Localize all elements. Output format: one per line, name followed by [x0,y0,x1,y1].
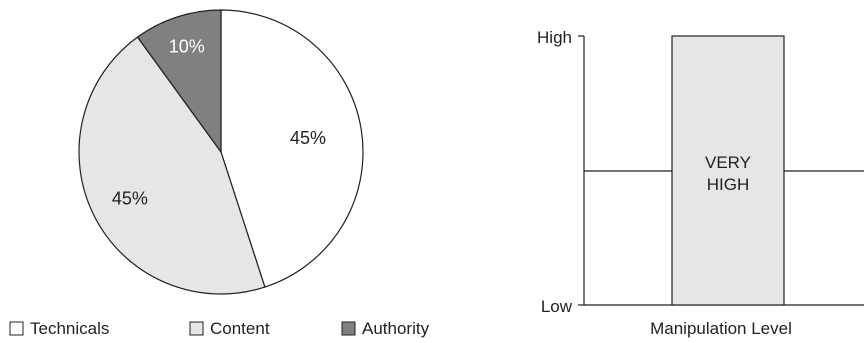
x-axis-label: Manipulation Level [650,319,792,338]
y-tick-label-high: High [537,28,572,47]
bar-label-line-2: HIGH [707,175,750,194]
legend-label-technicals: Technicals [30,319,109,338]
pie-label-authority: 10% [169,37,205,57]
legend-swatch-technicals [9,321,24,336]
legend-swatch-authority [341,321,356,336]
pie-slice-content [78,36,266,295]
legend-label-authority: Authority [362,319,430,338]
pie-legend: Technicals Content Authority [9,319,430,338]
legend-swatch-content [189,321,204,336]
pie-label-content: 45% [112,188,148,208]
bar-label-line-1: VERY [705,153,751,172]
bar-manipulation-level [671,35,785,306]
pie-slice-technicals [220,9,364,288]
pie-slice-authority [136,9,222,154]
bar-chart: High Low VERY HIGH Manipulation Level [537,28,864,338]
legend-label-content: Content [210,319,270,338]
pie-label-technicals: 45% [290,128,326,148]
y-tick-label-low: Low [541,297,573,316]
pie-chart: 45% 45% 10% [78,9,364,295]
